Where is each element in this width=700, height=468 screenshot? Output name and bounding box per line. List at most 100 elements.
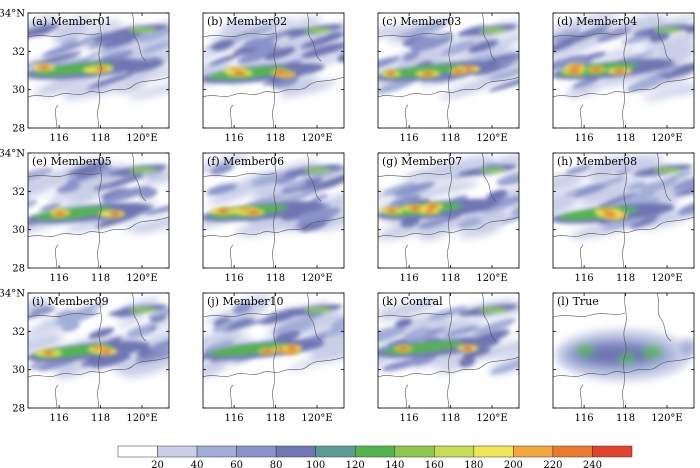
- y-tick-label: 28: [12, 264, 25, 275]
- x-tick-label: 120°E: [126, 133, 157, 144]
- colorbar-tick-label: 60: [230, 460, 243, 468]
- province-boundaries: [553, 293, 694, 408]
- precip-field: [553, 13, 694, 101]
- colorbar-tick-label: 220: [543, 460, 562, 468]
- map-panel: (k) Contral 116 118 120°E: [377, 292, 520, 424]
- colorbar-tick-label: 200: [504, 460, 523, 468]
- province-boundaries: [203, 13, 344, 128]
- x-tick-label: 120°E: [651, 133, 682, 144]
- x-tick-label: 120°E: [126, 273, 157, 284]
- map-frame: [377, 152, 520, 269]
- map-frame: [202, 292, 345, 409]
- x-tick-label: 120°E: [301, 273, 332, 284]
- province-boundaries: [28, 153, 169, 268]
- map-panel: (h) Member08 116 118 120°E: [552, 152, 695, 284]
- colorbar: 20 40 60 80 100 120 140 160 180 200 220 240: [117, 445, 633, 468]
- x-tick-label: 118: [266, 273, 285, 284]
- panel-label: (j) Member10: [207, 295, 284, 308]
- x-tick-label: 120°E: [476, 273, 507, 284]
- panel-label: (g) Member07: [382, 155, 462, 168]
- colorbar-swatch: [275, 445, 316, 458]
- y-tick-label: 28: [12, 404, 25, 415]
- province-boundaries: [203, 153, 344, 268]
- colorbar-swatch: [513, 445, 554, 458]
- panel-label: (c) Member03: [382, 15, 461, 28]
- precip-field: [203, 154, 344, 237]
- province-boundaries: [553, 153, 694, 268]
- map-frame: [27, 152, 170, 269]
- colorbar-swatch: [236, 445, 277, 458]
- colorbar-tick-label: 180: [464, 460, 483, 468]
- x-tick-label: 116: [50, 133, 69, 144]
- colorbar-tick-label: 240: [583, 460, 602, 468]
- map-frame: [27, 292, 170, 409]
- x-tick-label: 116: [575, 133, 594, 144]
- map-frame: [377, 12, 520, 129]
- x-tick-label: 118: [91, 133, 110, 144]
- y-tick-label: 28: [12, 124, 25, 135]
- y-tick-label: 34°N: [0, 9, 25, 20]
- y-tick-label: 32: [12, 327, 25, 338]
- precip-field: [555, 329, 694, 381]
- map-panel: (l) True 116 118 120°E: [552, 292, 695, 424]
- map-panel: (j) Member10 116 118 120°E: [202, 292, 345, 424]
- x-tick-label: 116: [575, 413, 594, 424]
- province-boundaries: [28, 13, 169, 128]
- precip-field: [553, 154, 694, 240]
- province-boundaries: [378, 293, 519, 408]
- map-frame: [202, 152, 345, 269]
- precip-field: [203, 17, 344, 98]
- map-panel: (c) Member03 116 118 120°E: [377, 12, 520, 144]
- province-boundaries: [378, 153, 519, 268]
- panel-label: (l) True: [557, 295, 599, 308]
- x-tick-label: 118: [616, 273, 635, 284]
- precip-field: [203, 295, 344, 378]
- colorbar-swatch: [434, 445, 475, 458]
- x-tick-label: 116: [400, 133, 419, 144]
- x-tick-label: 118: [616, 133, 635, 144]
- precip-field: [378, 154, 519, 241]
- precip-field: [378, 298, 519, 375]
- colorbar-swatch: [592, 445, 633, 458]
- map-frame: [27, 12, 170, 129]
- province-boundaries: [378, 13, 519, 128]
- province-boundaries: [203, 293, 344, 408]
- x-tick-label: 116: [400, 413, 419, 424]
- map-frame: [377, 292, 520, 409]
- x-tick-label: 120°E: [476, 133, 507, 144]
- colorbar-swatch: [473, 445, 514, 458]
- x-tick-label: 116: [400, 273, 419, 284]
- map-frame: [552, 292, 695, 409]
- x-tick-label: 116: [50, 273, 69, 284]
- map-panel: (i) Member09 116 118 120°E 34°N 32 30 28: [0, 289, 170, 424]
- map-frame: [552, 152, 695, 269]
- panel-label: (d) Member04: [557, 15, 637, 28]
- x-tick-label: 116: [225, 413, 244, 424]
- x-tick-label: 120°E: [651, 413, 682, 424]
- province-boundaries: [553, 13, 694, 128]
- precip-field: [378, 17, 519, 100]
- y-tick-label: 32: [12, 187, 25, 198]
- x-tick-label: 118: [616, 413, 635, 424]
- map-frame: [552, 12, 695, 129]
- x-tick-label: 118: [441, 133, 460, 144]
- y-tick-label: 30: [12, 85, 25, 96]
- map-panel: (d) Member04 116 118 120°E: [552, 12, 695, 144]
- colorbar-tick-label: 20: [151, 460, 164, 468]
- panel-label: (a) Member01: [32, 15, 112, 28]
- x-tick-label: 120°E: [651, 273, 682, 284]
- x-tick-label: 116: [575, 273, 594, 284]
- colorbar-tick-label: 100: [306, 460, 325, 468]
- map-panel: (g) Member07 116 118 120°E: [377, 152, 520, 284]
- panel-label: (k) Contral: [382, 295, 443, 308]
- x-tick-label: 120°E: [301, 133, 332, 144]
- colorbar-swatch: [117, 445, 158, 458]
- x-tick-label: 116: [225, 273, 244, 284]
- panel-label: (h) Member08: [557, 155, 637, 168]
- x-tick-label: 116: [225, 133, 244, 144]
- x-tick-label: 118: [91, 413, 110, 424]
- x-tick-label: 116: [50, 413, 69, 424]
- y-tick-label: 34°N: [0, 289, 25, 300]
- y-tick-label: 30: [12, 225, 25, 236]
